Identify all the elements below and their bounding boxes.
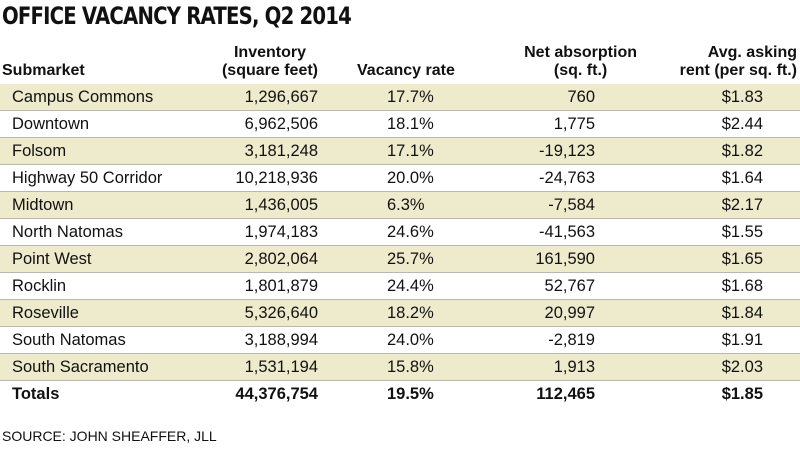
table-cell: Midtown bbox=[12, 196, 74, 214]
table-cell: Rocklin bbox=[12, 277, 67, 295]
table-cell: South Sacramento bbox=[12, 358, 149, 376]
totals-cell: 112,465 bbox=[536, 385, 595, 403]
table-cell: 161,590 bbox=[535, 250, 595, 268]
header-line: Inventory bbox=[233, 44, 306, 61]
table-row: Campus Commons 1,296,667 17.7% 760 $1.83 bbox=[0, 84, 800, 111]
column-header: Vacancy rate bbox=[357, 62, 455, 80]
table-cell: 25.7% bbox=[387, 250, 434, 268]
table-cell: $1.64 bbox=[721, 169, 763, 187]
table-cell: $2.17 bbox=[721, 196, 763, 214]
table-cell: $1.91 bbox=[721, 331, 763, 349]
table-cell: 18.1% bbox=[387, 115, 434, 133]
table-cell: 15.8% bbox=[387, 358, 434, 376]
table-row: Rocklin 1,801,879 24.4% 52,767 $1.68 bbox=[0, 273, 800, 300]
column-header: Inventory (square feet) bbox=[222, 44, 318, 80]
table-cell: 1,974,183 bbox=[244, 223, 318, 241]
table-cell: North Natomas bbox=[12, 223, 123, 241]
table-cell: 52,767 bbox=[544, 277, 595, 295]
table-cell: Folsom bbox=[12, 142, 67, 160]
table-cell: 10,218,936 bbox=[235, 169, 318, 187]
table-cell: Roseville bbox=[12, 304, 79, 322]
table-cell: $1.84 bbox=[721, 304, 763, 322]
totals-cell: $1.85 bbox=[721, 385, 763, 403]
table-row: Roseville 5,326,640 18.2% 20,997 $1.84 bbox=[0, 300, 800, 327]
table-cell: 1,531,194 bbox=[244, 358, 318, 376]
table-cell: 2,802,064 bbox=[244, 250, 318, 268]
column-header: Net absorption (sq. ft.) bbox=[524, 44, 637, 80]
table-cell: 20.0% bbox=[387, 169, 434, 187]
table-cell: 17.1% bbox=[387, 142, 434, 160]
table-cell: $1.55 bbox=[721, 223, 763, 241]
table-row: North Natomas 1,974,183 24.6% -41,563 $1.55 bbox=[0, 219, 800, 246]
table-cell: 1,296,667 bbox=[244, 88, 318, 106]
table-cell: $1.82 bbox=[721, 142, 763, 160]
table-cell: -2,819 bbox=[548, 331, 595, 349]
column-header: Avg. asking rent (per sq. ft.) bbox=[680, 44, 797, 80]
source: SOURCE: JOHN SHEAFFER, JLL bbox=[2, 428, 217, 444]
header-line: Vacancy rate bbox=[357, 62, 455, 79]
header-line: (square feet) bbox=[221, 62, 318, 79]
table-cell: 760 bbox=[567, 88, 595, 106]
table-cell: 24.4% bbox=[387, 277, 434, 295]
table-cell: 6,962,506 bbox=[244, 115, 318, 133]
table-cell: $1.83 bbox=[721, 88, 763, 106]
table-row: South Natomas 3,188,994 24.0% -2,819 $1.91 bbox=[0, 327, 800, 354]
table-row: South Sacramento 1,531,194 15.8% 1,913 $2.03 bbox=[0, 354, 800, 381]
totals-cell: Totals bbox=[12, 385, 60, 403]
table-row: Highway 50 Corridor 10,218,936 20.0% -24,76… bbox=[0, 165, 800, 192]
totals-cell: 19.5% bbox=[387, 385, 434, 403]
table-cell: Campus Commons bbox=[12, 88, 154, 106]
table-cell: 1,775 bbox=[553, 115, 595, 133]
header-line: rent (per sq. ft.) bbox=[679, 62, 797, 79]
table-cell: -7,584 bbox=[548, 196, 595, 214]
table-cell: Highway 50 Corridor bbox=[12, 169, 163, 187]
table-row: Downtown 6,962,506 18.1% 1,775 $2.44 bbox=[0, 111, 800, 138]
table-row: Folsom 3,181,248 17.1% -19,123 $1.82 bbox=[0, 138, 800, 165]
table-cell: 1,436,005 bbox=[244, 196, 318, 214]
table-cell: 3,181,248 bbox=[244, 142, 318, 160]
table-cell: 5,326,640 bbox=[244, 304, 318, 322]
table-cell: 20,997 bbox=[544, 304, 595, 322]
table-cell: 24.0% bbox=[387, 331, 434, 349]
table-cell: -41,563 bbox=[539, 223, 595, 241]
table-cell: 18.2% bbox=[387, 304, 434, 322]
table-cell: South Natomas bbox=[12, 331, 126, 349]
totals-cell: 44,376,754 bbox=[235, 385, 318, 403]
table-cell: 1,913 bbox=[553, 358, 595, 376]
table-cell: 3,188,994 bbox=[244, 331, 318, 349]
header-line: (sq. ft.) bbox=[553, 62, 608, 79]
header-line: Avg. asking bbox=[707, 44, 797, 61]
table-cell: Point West bbox=[12, 250, 92, 268]
table-cell: 6.3% bbox=[387, 196, 425, 214]
table-cell: $2.03 bbox=[721, 358, 763, 376]
title: OFFICE VACANCY RATES, Q2 2014 bbox=[2, 2, 352, 30]
table-cell: $1.65 bbox=[721, 250, 763, 268]
table-cell: $2.44 bbox=[721, 115, 763, 133]
table-cell: 1,801,879 bbox=[244, 277, 318, 295]
table-cell: 24.6% bbox=[387, 223, 434, 241]
table-cell: Downtown bbox=[12, 115, 90, 133]
header-line: Submarket bbox=[2, 62, 85, 79]
table-cell: 17.7% bbox=[387, 88, 434, 106]
header-line: Net absorption bbox=[524, 44, 637, 61]
totals-row: Totals 44,376,754 19.5% 112,465 $1.85 bbox=[0, 381, 800, 408]
table-row: Midtown 1,436,005 6.3% -7,584 $2.17 bbox=[0, 192, 800, 219]
table-cell: -19,123 bbox=[539, 142, 595, 160]
table-cell: $1.68 bbox=[721, 277, 763, 295]
table-row: Point West 2,802,064 25.7% 161,590 $1.65 bbox=[0, 246, 800, 273]
column-header: Submarket bbox=[2, 62, 85, 80]
table-cell: -24,763 bbox=[539, 169, 595, 187]
